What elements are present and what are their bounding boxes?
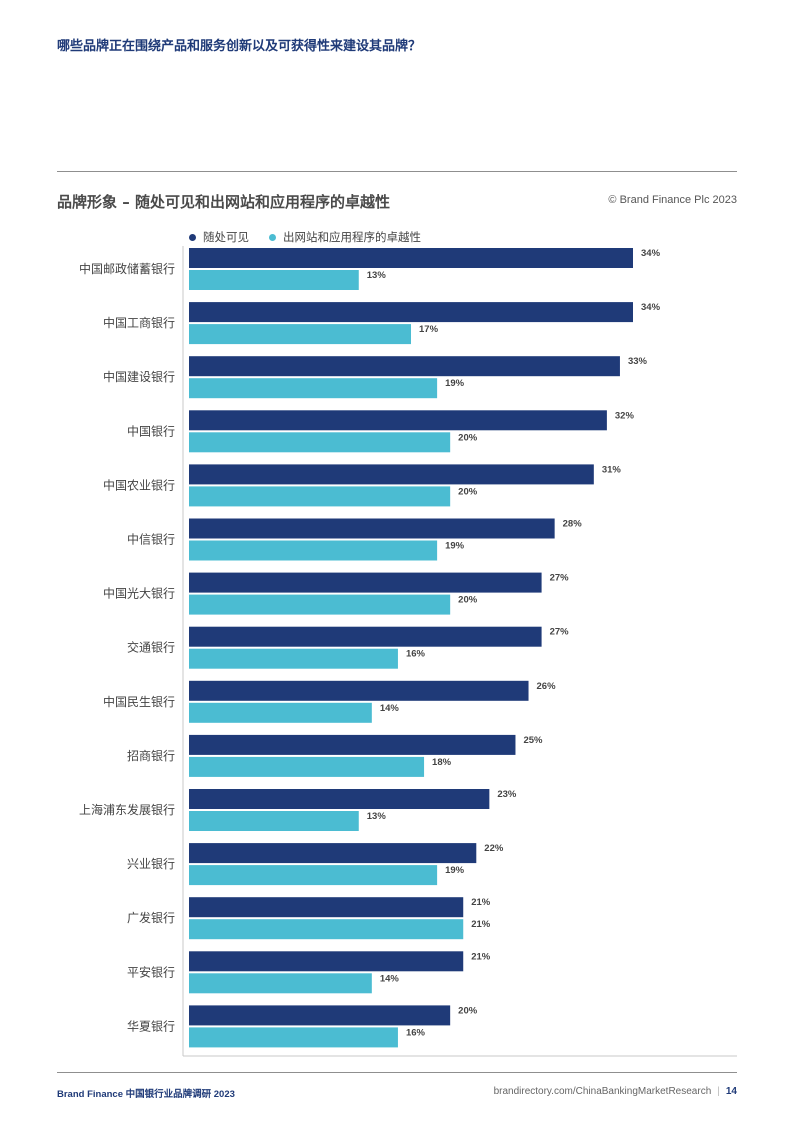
data-label: 19%	[445, 865, 465, 876]
footer-right: brandirectory.com/ChinaBankingMarketRese…	[494, 1086, 737, 1097]
data-label: 23%	[497, 789, 517, 800]
data-label: 32%	[615, 410, 635, 421]
bar-series2	[189, 270, 359, 290]
data-label: 25%	[523, 735, 543, 746]
category-label: 兴业银行	[127, 857, 175, 871]
bar-series2	[189, 1027, 398, 1048]
data-label: 27%	[550, 627, 570, 638]
bar-series2	[189, 324, 411, 345]
data-label: 19%	[445, 541, 465, 552]
data-label: 14%	[380, 973, 400, 984]
bar-series1	[189, 302, 633, 323]
bar-series1	[189, 951, 464, 972]
bar-series1	[189, 410, 607, 431]
category-label: 中国建设银行	[103, 369, 175, 384]
category-label: 招商银行	[127, 748, 175, 763]
chart-title: 品牌形象 – 随处可见和出网站和应用程序的卓越性	[57, 193, 390, 211]
bar-series2	[189, 973, 372, 994]
legend-label-series2: 出网站和应用程序的卓越性	[283, 230, 421, 244]
data-label: 31%	[602, 464, 622, 475]
data-label: 34%	[641, 302, 661, 313]
chart-legend: 随处可见 出网站和应用程序的卓越性	[189, 229, 421, 245]
bar-series1	[189, 789, 490, 809]
footer-brand: Brand Finance 中国银行业品牌调研 2023	[57, 1089, 235, 1100]
category-label: 平安银行	[127, 964, 175, 979]
data-label: 13%	[367, 270, 387, 281]
bar-series1	[189, 518, 555, 539]
bar-series1	[189, 356, 620, 377]
data-label: 33%	[628, 356, 648, 367]
legend-dot-series2	[269, 233, 276, 241]
bar-series1	[189, 680, 529, 701]
category-label: 交通银行	[127, 640, 175, 655]
data-label: 27%	[550, 573, 570, 584]
bar-series2	[189, 594, 451, 615]
bottom-divider	[57, 1072, 737, 1073]
data-label: 26%	[537, 681, 557, 692]
bar-series2	[189, 486, 451, 507]
data-label: 21%	[471, 951, 491, 962]
data-label: 13%	[367, 811, 387, 822]
data-label: 20%	[458, 1005, 478, 1016]
bar-series1	[189, 464, 594, 485]
category-label: 中国光大银行	[103, 586, 175, 601]
bar-series1	[189, 1005, 451, 1026]
category-label: 中信银行	[127, 532, 175, 547]
bar-series1	[189, 843, 477, 864]
bar-series1	[189, 248, 633, 268]
category-label: 中国银行	[127, 423, 175, 438]
bar-series2	[189, 811, 359, 831]
bar-series2	[189, 919, 464, 940]
page-number: 14	[725, 1086, 737, 1097]
bar-series2	[189, 378, 438, 399]
data-label: 34%	[641, 248, 661, 259]
bar-series2	[189, 648, 398, 669]
bar-series2	[189, 865, 438, 886]
legend-label-series1: 随处可见	[203, 230, 249, 244]
legend-item-series2: 出网站和应用程序的卓越性	[269, 229, 421, 245]
data-label: 17%	[419, 324, 439, 335]
data-label: 20%	[458, 432, 478, 443]
category-label: 中国农业银行	[103, 477, 175, 492]
footer-separator: |	[717, 1086, 720, 1097]
page-question: 哪些品牌正在围绕产品和服务创新以及可获得性来建设其品牌？	[57, 39, 422, 54]
bar-series2	[189, 540, 438, 561]
data-label: 21%	[471, 897, 491, 908]
data-label: 28%	[563, 519, 583, 530]
footer-url[interactable]: brandirectory.com/ChinaBankingMarketRese…	[493, 1086, 712, 1097]
data-label: 20%	[458, 595, 478, 606]
bar-series1	[189, 572, 542, 593]
data-label: 21%	[471, 919, 491, 930]
bar-series2	[189, 432, 451, 453]
bar-series2	[189, 756, 425, 777]
category-label: 广发银行	[127, 910, 175, 925]
bar-series1	[189, 626, 542, 647]
data-label: 14%	[380, 703, 400, 714]
category-label: 中国邮政储蓄银行	[79, 261, 175, 276]
category-label: 上海浦东发展银行	[79, 802, 175, 817]
bar-series1	[189, 734, 516, 755]
category-label: 中国民生银行	[103, 694, 175, 709]
legend-dot-series1	[189, 233, 196, 241]
category-label: 中国工商银行	[103, 315, 175, 330]
data-label: 16%	[406, 649, 426, 660]
copyright-notice: © Brand Finance Plc 2023	[608, 194, 737, 206]
data-label: 18%	[432, 757, 452, 768]
data-label: 20%	[458, 486, 478, 497]
data-label: 16%	[406, 1027, 426, 1038]
data-label: 22%	[484, 843, 504, 854]
category-label: 华夏银行	[127, 1019, 175, 1033]
bar-series1	[189, 897, 464, 918]
data-label: 19%	[445, 378, 465, 389]
legend-item-series1: 随处可见	[189, 229, 249, 245]
top-divider	[57, 171, 737, 172]
bar-series2	[189, 702, 372, 723]
